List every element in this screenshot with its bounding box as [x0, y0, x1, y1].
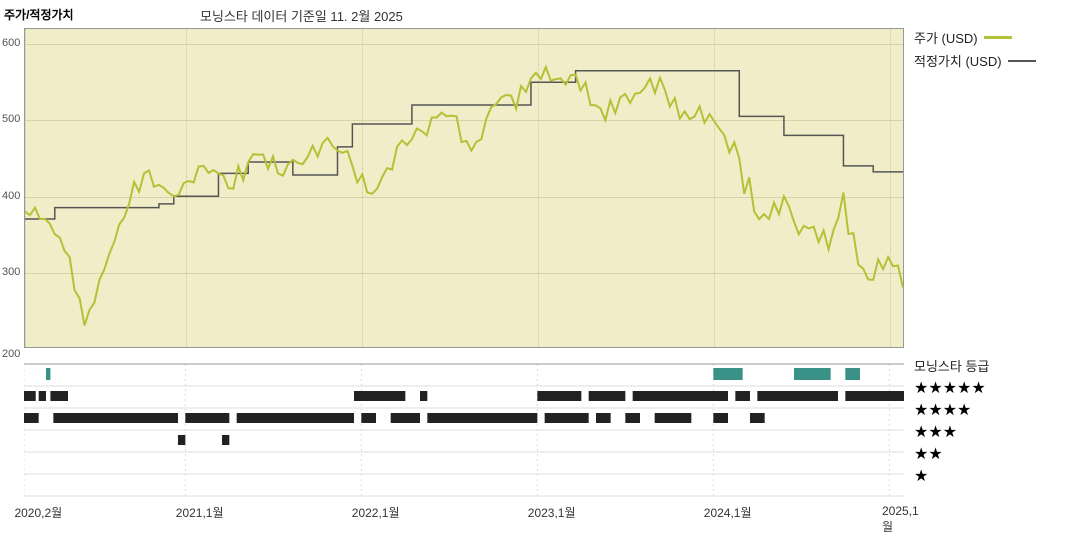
y-label: 600: [2, 37, 20, 49]
chart-header: 주가/적정가치 모닝스타 데이터 기준일 11. 2월 2025: [4, 6, 1076, 26]
y-label: 500: [2, 113, 20, 125]
legend-swatch-fair: [1008, 60, 1036, 62]
x-label: 2023,1월: [528, 504, 576, 521]
price-plot: [25, 29, 903, 348]
legend-item-fair: 적정가치 (USD): [914, 51, 1036, 70]
stars-1: ★: [914, 466, 928, 488]
x-label: 2021,1월: [176, 504, 224, 521]
stars-5: ★★★★★: [914, 378, 986, 400]
legend-label-price: 주가 (USD): [914, 28, 978, 47]
y-label: 400: [2, 190, 20, 202]
title-left: 주가/적정가치: [4, 6, 74, 23]
legend-label-fair: 적정가치 (USD): [914, 51, 1002, 70]
legend: 주가 (USD) 적정가치 (USD): [914, 28, 1036, 74]
y-label: 300: [2, 266, 20, 278]
stars-2: ★★: [914, 444, 943, 466]
y-label-200: 200: [2, 348, 20, 360]
rating-panel: [24, 358, 904, 498]
x-label: 2020,2월: [14, 504, 62, 521]
rating-title: 모닝스타 등급: [914, 356, 989, 375]
rating-bars: [24, 358, 904, 498]
x-label: 2025,1월: [882, 504, 919, 535]
legend-item-price: 주가 (USD): [914, 28, 1036, 47]
x-label: 2022,1월: [352, 504, 400, 521]
price-chart: [24, 28, 904, 348]
stars-4: ★★★★: [914, 400, 971, 422]
stars-3: ★★★: [914, 422, 957, 444]
legend-swatch-price: [984, 36, 1012, 39]
x-label: 2024,1월: [704, 504, 752, 521]
title-subtitle: 모닝스타 데이터 기준일 11. 2월 2025: [200, 6, 403, 25]
